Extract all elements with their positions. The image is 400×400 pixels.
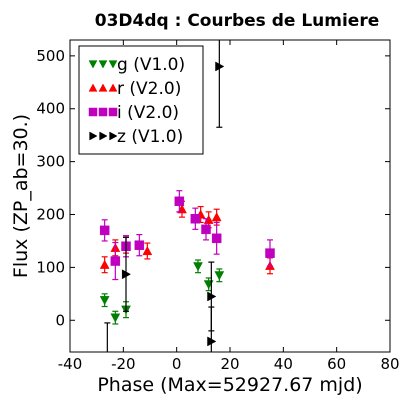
data-point-r bbox=[99, 256, 110, 274]
legend-marker-z bbox=[89, 131, 98, 141]
y-tick-label: 200 bbox=[36, 206, 65, 224]
data-point-g bbox=[193, 259, 203, 274]
data-marks bbox=[99, 40, 275, 352]
marker-g bbox=[193, 262, 203, 272]
data-point-g bbox=[110, 310, 121, 325]
marker-i bbox=[190, 213, 201, 224]
axis-ticks: -40 -20 0 20 40 60 80 0 100 200 300 400 500 bbox=[36, 40, 400, 373]
x-tick-label: 40 bbox=[274, 355, 293, 373]
marker-g bbox=[214, 271, 225, 281]
legend-entry-i: i (V2.0) bbox=[88, 103, 179, 123]
marker-z bbox=[121, 269, 132, 280]
x-tick-label: 0 bbox=[172, 355, 182, 373]
data-point-i bbox=[110, 241, 121, 281]
legend-label-z: z (V1.0) bbox=[117, 127, 183, 147]
marker-r bbox=[211, 212, 222, 222]
legend-entry-z: z (V1.0) bbox=[89, 127, 183, 147]
data-point-z bbox=[121, 236, 132, 312]
data-point-i bbox=[211, 221, 222, 255]
marker-i bbox=[174, 196, 185, 207]
legend-marker-r bbox=[98, 83, 108, 92]
x-tick-label: 60 bbox=[327, 355, 346, 373]
x-tick-label: 80 bbox=[380, 355, 399, 373]
x-tick-label: 20 bbox=[220, 355, 239, 373]
y-tick-label: 100 bbox=[36, 258, 65, 276]
legend-label-r: r (V2.0) bbox=[117, 79, 181, 99]
legend-marker-r bbox=[108, 83, 118, 92]
x-tick-label: -20 bbox=[111, 355, 136, 373]
data-point-z bbox=[104, 322, 111, 352]
legend-marker-g bbox=[88, 60, 98, 69]
marker-r bbox=[142, 245, 153, 256]
marker-g bbox=[110, 313, 121, 323]
legend-marker-z bbox=[109, 131, 118, 141]
x-tick-label: -40 bbox=[58, 355, 83, 373]
legend: g (V1.0) r (V2.0) i (V2.0) z (V1.0) bbox=[78, 45, 204, 155]
legend-marker-i bbox=[108, 107, 118, 117]
data-point-i bbox=[265, 239, 275, 267]
data-point-g bbox=[214, 268, 225, 283]
legend-label-i: i (V2.0) bbox=[117, 103, 179, 123]
y-axis-label: Flux (ZP_ab=30.) bbox=[10, 114, 32, 278]
data-point-z bbox=[215, 40, 225, 128]
marker-r bbox=[99, 259, 110, 269]
data-point-i bbox=[99, 219, 110, 242]
data-point-i bbox=[190, 207, 201, 230]
y-tick-label: 0 bbox=[55, 311, 65, 329]
legend-marker-r bbox=[88, 83, 98, 92]
x-axis-label: Phase (Max=52927.67 mjd) bbox=[97, 374, 362, 396]
legend-entry-g: g (V1.0) bbox=[88, 55, 185, 75]
marker-i bbox=[211, 233, 222, 244]
legend-marker-z bbox=[99, 131, 108, 141]
chart-title: 03D4dq : Courbes de Lumiere bbox=[95, 11, 379, 31]
legend-entry-r: r (V2.0) bbox=[88, 79, 181, 99]
marker-z bbox=[207, 336, 217, 347]
marker-i bbox=[99, 225, 110, 236]
y-tick-label: 400 bbox=[36, 100, 65, 118]
marker-i bbox=[265, 248, 275, 258]
marker-i bbox=[110, 256, 121, 266]
data-point-g bbox=[99, 293, 110, 308]
data-point-i bbox=[201, 218, 211, 241]
data-point-r bbox=[142, 242, 153, 260]
marker-i bbox=[134, 240, 145, 250]
legend-marker-g bbox=[108, 60, 118, 69]
legend-label-g: g (V1.0) bbox=[117, 55, 185, 75]
y-tick-label: 300 bbox=[36, 153, 65, 171]
marker-g bbox=[99, 296, 110, 306]
y-tick-label: 500 bbox=[36, 47, 65, 65]
data-point-z bbox=[207, 306, 217, 352]
data-point-i bbox=[134, 234, 145, 257]
marker-z bbox=[207, 291, 217, 302]
marker-i bbox=[201, 224, 211, 235]
legend-marker-i bbox=[88, 107, 98, 117]
marker-z bbox=[215, 61, 225, 72]
legend-marker-g bbox=[98, 60, 108, 69]
data-point-i bbox=[174, 190, 185, 213]
legend-marker-i bbox=[98, 107, 108, 117]
